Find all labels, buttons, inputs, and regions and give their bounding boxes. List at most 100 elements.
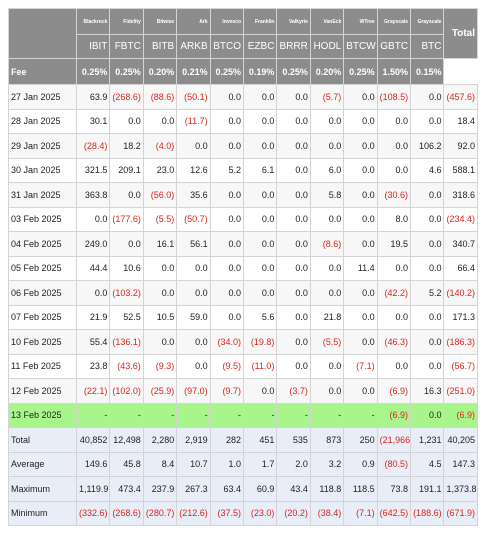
flow-cell: 0.0 (75, 206, 111, 232)
summary-cell: (280.7) (142, 500, 178, 526)
fee-cell: 0.25% (209, 58, 245, 85)
flow-cell: - (75, 402, 111, 428)
summary-row: Average 149.6 45.8 8.4 10.7 1.0 1.7 2.0 3.2 0.9 (8… (8, 451, 478, 477)
summary-cell: 10.7 (176, 451, 211, 477)
flow-cell: 4.6 (410, 157, 445, 183)
flow-cell: 0.0 (276, 255, 311, 281)
flow-cell: - (109, 402, 144, 428)
date-cell: 29 Jan 2025 (8, 133, 77, 159)
flow-cell: 0.0 (343, 231, 378, 257)
fee-cell: 0.25% (109, 58, 144, 85)
summary-cell: 149.6 (75, 451, 111, 477)
flow-cell: 171.3 (443, 304, 478, 330)
summary-cell: (7.1) (343, 500, 378, 526)
summary-cell: 147.3 (443, 451, 478, 477)
flow-cell: (42.2) (376, 280, 412, 306)
issuer-header: Bitwise (142, 8, 178, 35)
flow-cell: (3.7) (276, 378, 311, 404)
flow-cell: 18.2 (109, 133, 144, 159)
flow-cell: (28.4) (75, 133, 111, 159)
summary-cell: 3.2 (309, 451, 345, 477)
flow-cell: 21.9 (75, 304, 111, 330)
flow-cell: - (309, 402, 345, 428)
flow-cell: (11.0) (243, 353, 278, 379)
flow-cell: 0.0 (209, 304, 245, 330)
date-cell: 12 Feb 2025 (8, 378, 77, 404)
flow-cell: 0.0 (276, 133, 311, 159)
flow-cell: 30.1 (75, 108, 111, 134)
flow-cell: (11.7) (176, 108, 211, 134)
summary-cell: (21,966) (376, 427, 412, 453)
flow-cell: 0.0 (343, 157, 378, 183)
flow-cell: (25.9) (142, 378, 178, 404)
flow-cell: 0.0 (109, 231, 144, 257)
summary-cell: 237.9 (142, 476, 178, 502)
flow-cell: 0.0 (276, 108, 311, 134)
summary-cell: (671.9) (443, 500, 478, 526)
flow-cell: (50.1) (176, 84, 211, 110)
ticker-header: BTCW (343, 34, 378, 59)
flow-cell: 0.0 (209, 182, 245, 208)
flow-cell: 0.0 (376, 255, 412, 281)
flow-cell: 106.2 (410, 133, 445, 159)
flow-cell: 0.0 (343, 84, 378, 110)
data-row: 04 Feb 2025 249.0 0.0 16.1 56.1 0.0 0.0 0.0 (8.6… (8, 231, 478, 257)
date-cell: 30 Jan 2025 (8, 157, 77, 183)
flow-cell: 5.8 (309, 182, 345, 208)
summary-cell: (188.6) (410, 500, 445, 526)
flow-cell: 0.0 (343, 133, 378, 159)
flow-cell: 0.0 (176, 329, 211, 355)
flow-cell: (56.7) (443, 353, 478, 379)
flow-cell: - (243, 402, 278, 428)
flow-cell: 0.0 (309, 280, 345, 306)
flow-cell: 0.0 (376, 353, 412, 379)
issuer-header: Ark (176, 8, 211, 35)
flow-cell: 21.8 (309, 304, 345, 330)
ticker-header: IBIT (75, 34, 111, 59)
summary-cell: 1,119.9 (75, 476, 111, 502)
flow-cell: 0.0 (343, 182, 378, 208)
flow-cell: (251.0) (443, 378, 478, 404)
flow-cell: 0.0 (243, 133, 278, 159)
flow-cell: (136.1) (109, 329, 144, 355)
flow-cell: 0.0 (209, 280, 245, 306)
issuer-header: Franklin (243, 8, 278, 35)
flow-cell: 209.1 (109, 157, 144, 183)
flow-cell: 0.0 (343, 329, 378, 355)
flow-cell: - (343, 402, 378, 428)
flow-cell: 5.6 (243, 304, 278, 330)
fee-label: Fee (8, 58, 77, 85)
summary-cell: (212.6) (176, 500, 211, 526)
flow-cell: 0.0 (410, 329, 445, 355)
issuer-header: Grayscale (410, 8, 445, 35)
flow-cell: (97.0) (176, 378, 211, 404)
flow-cell: 18.4 (443, 108, 478, 134)
flow-cell: (457.6) (443, 84, 478, 110)
flow-cell: 0.0 (410, 182, 445, 208)
data-row: 28 Jan 2025 30.1 0.0 0.0 (11.7) 0.0 0.0 0.0 0.0 0… (8, 108, 478, 134)
flow-cell: 0.0 (276, 206, 311, 232)
summary-label: Average (8, 451, 77, 477)
summary-cell: 250 (343, 427, 378, 453)
date-cell: 06 Feb 2025 (8, 280, 77, 306)
summary-cell: 2,919 (176, 427, 211, 453)
flow-cell: 0.0 (243, 84, 278, 110)
summary-cell: (268.6) (109, 500, 144, 526)
flow-cell: 0.0 (176, 133, 211, 159)
flow-cell: 6.0 (309, 157, 345, 183)
flow-cell: 363.8 (75, 182, 111, 208)
flow-cell: (56.0) (142, 182, 178, 208)
flow-cell: 0.0 (109, 108, 144, 134)
flow-cell: 6.1 (243, 157, 278, 183)
summary-label: Total (8, 427, 77, 453)
etf-flow-table: Blackrock Fidelity Bitwise Ark Invesco Frankl… (8, 8, 478, 526)
summary-cell: 40,205 (443, 427, 478, 453)
flow-cell: (234.4) (443, 206, 478, 232)
summary-cell: 473.4 (109, 476, 144, 502)
summary-cell: 1,231 (410, 427, 445, 453)
flow-cell: (268.6) (109, 84, 144, 110)
summary-cell: (332.6) (75, 500, 111, 526)
flow-cell: - (209, 402, 245, 428)
flow-cell: 19.5 (376, 231, 412, 257)
flow-cell: 0.0 (410, 255, 445, 281)
